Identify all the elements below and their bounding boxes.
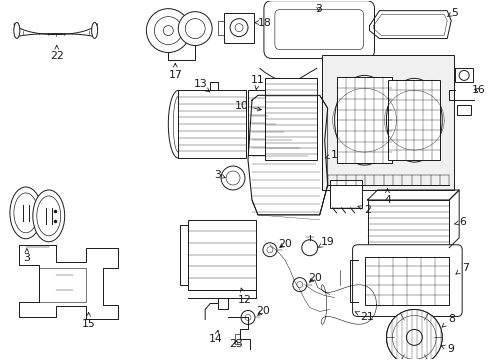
- Text: 14: 14: [209, 330, 223, 345]
- Ellipse shape: [14, 22, 20, 39]
- Text: 13: 13: [193, 79, 209, 92]
- Bar: [456, 105, 470, 115]
- Ellipse shape: [33, 190, 64, 242]
- Circle shape: [292, 278, 306, 292]
- Circle shape: [221, 166, 244, 190]
- Circle shape: [301, 240, 317, 256]
- Bar: [454, 68, 472, 82]
- Text: 20: 20: [277, 239, 291, 249]
- Text: 17: 17: [168, 63, 182, 80]
- Text: 3: 3: [315, 4, 322, 14]
- Circle shape: [386, 310, 441, 360]
- Text: 12: 12: [238, 288, 251, 305]
- Text: 11: 11: [250, 75, 264, 90]
- FancyBboxPatch shape: [264, 1, 374, 58]
- Circle shape: [386, 310, 441, 360]
- Bar: [247, 90, 264, 155]
- Text: 20: 20: [307, 273, 321, 283]
- Text: 7: 7: [455, 263, 468, 274]
- Ellipse shape: [334, 75, 394, 165]
- Text: 15: 15: [81, 312, 95, 329]
- Text: 21: 21: [354, 312, 374, 323]
- Circle shape: [146, 9, 190, 53]
- Text: 16: 16: [471, 85, 485, 95]
- Bar: [367, 200, 448, 248]
- Bar: [364, 257, 448, 305]
- Bar: [39, 268, 85, 302]
- Text: 6: 6: [453, 217, 466, 227]
- Text: 9: 9: [440, 345, 454, 354]
- Text: 23: 23: [229, 339, 243, 349]
- Bar: [224, 13, 253, 42]
- Bar: [264, 78, 316, 160]
- Circle shape: [263, 243, 276, 257]
- Bar: [387, 80, 439, 160]
- Text: 3: 3: [214, 170, 225, 180]
- Text: 4: 4: [383, 189, 390, 205]
- Bar: [178, 90, 245, 158]
- Text: 18: 18: [254, 18, 271, 28]
- Bar: [321, 55, 453, 190]
- Text: 20: 20: [255, 306, 269, 316]
- Ellipse shape: [91, 22, 98, 39]
- FancyBboxPatch shape: [352, 245, 461, 316]
- Text: 22: 22: [50, 45, 63, 62]
- Bar: [188, 220, 255, 289]
- Bar: [336, 77, 392, 163]
- Text: 2: 2: [357, 205, 370, 215]
- Circle shape: [406, 329, 422, 345]
- Ellipse shape: [386, 78, 441, 162]
- Text: 5: 5: [447, 8, 457, 18]
- Text: 3: 3: [23, 249, 30, 263]
- Circle shape: [178, 12, 212, 45]
- Text: 10: 10: [235, 101, 261, 111]
- Bar: [329, 180, 361, 208]
- Ellipse shape: [10, 187, 41, 239]
- Text: 19: 19: [317, 237, 334, 248]
- Text: 1: 1: [325, 150, 337, 160]
- Text: 8: 8: [441, 314, 454, 327]
- Circle shape: [241, 310, 254, 324]
